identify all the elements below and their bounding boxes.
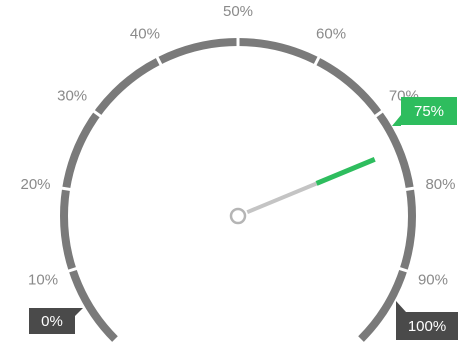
needle-tail	[246, 181, 318, 215]
min-badge: 0%	[29, 308, 83, 334]
min-badge-pointer	[73, 308, 83, 318]
needle-head	[315, 157, 376, 186]
tick-gap-30	[91, 108, 103, 119]
value-badge-pointer	[392, 115, 401, 126]
tick-label-90: 90%	[418, 271, 448, 288]
value-badge-bg	[401, 97, 457, 125]
value-badge: 75%	[392, 97, 457, 126]
tick-label-20: 20%	[21, 176, 51, 193]
max-badge: 100%	[396, 301, 458, 340]
tick-label-50: 50%	[223, 3, 253, 20]
tick-gap-80	[403, 186, 417, 192]
gauge-arc-group	[60, 38, 416, 342]
tick-label-80: 80%	[425, 176, 455, 193]
tick-label-10: 10%	[28, 271, 58, 288]
tick-gap-10	[66, 266, 79, 274]
min-badge-label: 0%	[41, 313, 63, 330]
tick-gap-20	[59, 186, 73, 192]
gauge-badges: 0% 100% 75%	[29, 97, 458, 340]
max-badge-bg	[396, 312, 458, 340]
tick-gap-70	[373, 108, 385, 119]
tick-gap-40	[154, 54, 164, 67]
tick-label-40: 40%	[130, 25, 160, 42]
gauge-arc	[60, 38, 416, 342]
gauge-needle	[229, 157, 376, 225]
min-badge-bg	[29, 308, 75, 334]
value-badge-label: 75%	[414, 103, 444, 120]
tick-label-60: 60%	[316, 25, 346, 42]
needle-hub	[229, 207, 247, 225]
gauge-tick-labels: 10%20%30%40%50%60%70%80%90%	[21, 3, 456, 288]
gauge-tick-gaps	[59, 36, 417, 274]
max-badge-label: 100%	[408, 318, 446, 335]
max-badge-pointer	[396, 301, 406, 312]
tick-label-30: 30%	[57, 88, 87, 105]
tick-gap-60	[312, 54, 322, 67]
tick-gap-90	[397, 266, 410, 274]
